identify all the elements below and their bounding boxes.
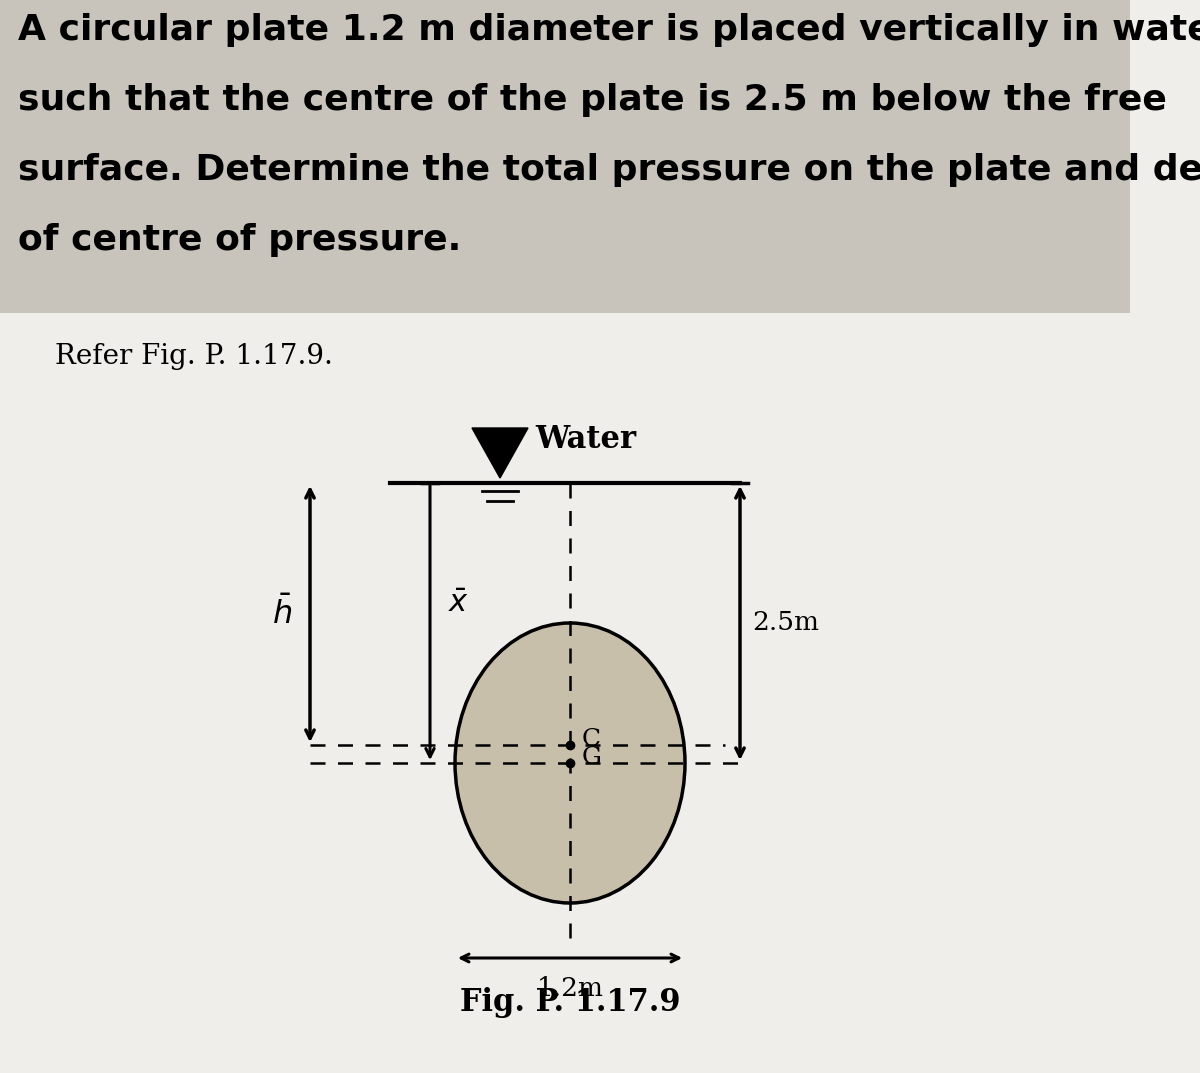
Bar bbox=[0, 0, 1130, 313]
Text: C: C bbox=[582, 729, 601, 751]
Text: Fig. P. 1.17.9: Fig. P. 1.17.9 bbox=[460, 987, 680, 1018]
Text: 2.5m: 2.5m bbox=[752, 611, 818, 635]
Text: 1.2m: 1.2m bbox=[536, 976, 604, 1001]
Text: G: G bbox=[582, 747, 602, 769]
Text: Refer Fig. P. 1.17.9.: Refer Fig. P. 1.17.9. bbox=[55, 343, 332, 370]
Ellipse shape bbox=[455, 623, 685, 903]
Text: surface. Determine the total pressure on the plate and depth: surface. Determine the total pressure on… bbox=[18, 153, 1200, 187]
Text: such that the centre of the plate is 2.5 m below the free: such that the centre of the plate is 2.5… bbox=[18, 83, 1166, 117]
Polygon shape bbox=[472, 428, 528, 477]
Text: A circular plate 1.2 m diameter is placed vertically in water: A circular plate 1.2 m diameter is place… bbox=[18, 13, 1200, 47]
Text: of centre of pressure.: of centre of pressure. bbox=[18, 223, 461, 258]
Text: Water: Water bbox=[535, 424, 636, 455]
Text: $\bar{h}$: $\bar{h}$ bbox=[272, 597, 292, 631]
Text: $\bar{x}$: $\bar{x}$ bbox=[448, 588, 469, 617]
